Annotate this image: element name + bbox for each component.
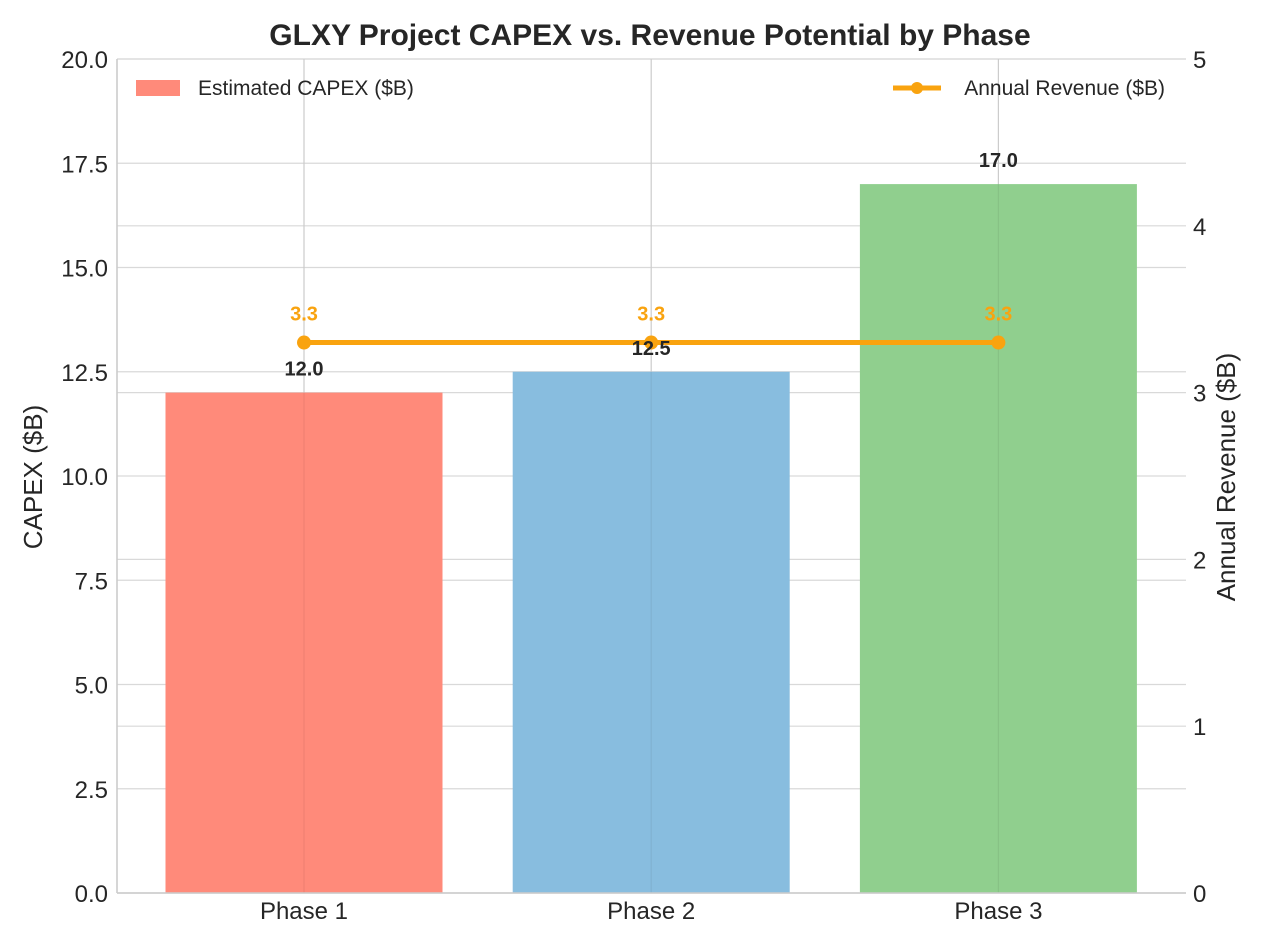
x-tick-label: Phase 1 xyxy=(260,898,348,925)
y2-tick-label: 3 xyxy=(1193,381,1206,408)
bars-layer xyxy=(165,59,1137,894)
bar-phase-2 xyxy=(512,371,790,893)
y-tick-label: 20.0 xyxy=(61,47,108,74)
bar-phase-1 xyxy=(165,392,443,893)
y-tick-label: 7.5 xyxy=(75,568,108,595)
revenue-value-label: 3.3 xyxy=(290,304,318,326)
legend-revenue-marker xyxy=(911,82,923,94)
legend-capex-swatch xyxy=(136,80,180,96)
y-tick-label: 15.0 xyxy=(61,256,108,283)
x-tick-label: Phase 2 xyxy=(607,898,695,925)
legend-revenue-label: Annual Revenue ($B) xyxy=(964,77,1165,100)
revenue-value-label: 3.3 xyxy=(984,304,1012,326)
ticks-layer: 0.0 2.5 5.0 7.5 10.0 12.5 15.0 17.5 20.0 0 1 2 3 4 5 Ph… xyxy=(61,47,1206,925)
y2-tick-label: 1 xyxy=(1193,714,1206,741)
revenue-marker xyxy=(297,335,311,350)
y2-tick-label: 5 xyxy=(1193,47,1206,74)
legend-capex: Estimated CAPEX ($B) xyxy=(136,77,414,100)
x-tick-label: Phase 3 xyxy=(954,898,1042,925)
bar-value-label: 12.0 xyxy=(285,359,324,381)
y2-axis-label: Annual Revenue ($B) xyxy=(1211,353,1241,602)
legend-capex-label: Estimated CAPEX ($B) xyxy=(198,77,414,100)
bar-value-label: 12.5 xyxy=(632,338,671,360)
bar-phase-3 xyxy=(859,184,1137,894)
revenue-marker xyxy=(644,335,659,350)
revenue-value-label: 3.3 xyxy=(637,304,665,326)
y2-tick-label: 0 xyxy=(1193,881,1206,908)
legend-revenue: Annual Revenue ($B) xyxy=(893,77,1165,100)
line-layer xyxy=(297,335,1006,350)
revenue-marker xyxy=(991,335,1006,350)
labels-layer: 12.0 12.5 17.0 3.3 3.3 3.3 xyxy=(285,150,1018,381)
y-tick-label: 0.0 xyxy=(75,881,108,908)
spines-layer xyxy=(116,59,1186,894)
chart-title: GLXY Project CAPEX vs. Revenue Potential… xyxy=(269,19,1030,52)
y2-tick-label: 4 xyxy=(1193,214,1206,241)
y-tick-label: 17.5 xyxy=(61,151,108,178)
y-tick-label: 5.0 xyxy=(75,673,108,700)
y-tick-label: 10.0 xyxy=(61,464,108,491)
bar-value-label: 17.0 xyxy=(979,150,1018,172)
y2-tick-label: 2 xyxy=(1193,547,1206,574)
y-tick-label: 12.5 xyxy=(61,360,108,387)
y-axis-label: CAPEX ($B) xyxy=(18,405,48,550)
y-tick-label: 2.5 xyxy=(75,777,108,804)
